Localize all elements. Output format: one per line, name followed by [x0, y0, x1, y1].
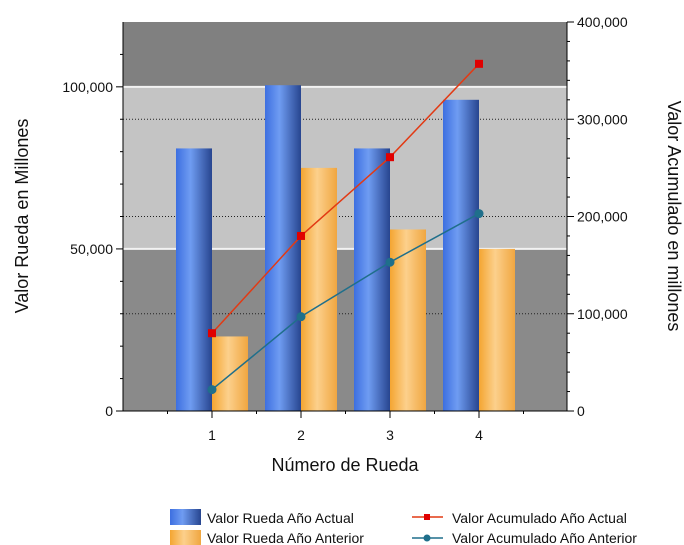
bar-s1-1 [212, 336, 248, 411]
right-tick-label-0: 0 [577, 403, 585, 419]
left-axis: 0 50,000 100,000 [62, 22, 124, 419]
x-axis-title: Número de Rueda [271, 455, 419, 475]
point-s1-1 [207, 385, 217, 395]
point-s0-1 [208, 329, 216, 338]
point-s0-4 [475, 59, 483, 68]
x-tick-label-4: 4 [475, 427, 483, 443]
legend-marker-cum-actual [424, 514, 430, 520]
y2-axis-title: Valor Acumulado en millones [664, 101, 684, 332]
legend: Valor Rueda Año Actual Valor Rueda Año A… [170, 509, 637, 545]
x-tick-label-2: 2 [297, 427, 305, 443]
point-s1-2 [296, 312, 306, 322]
legend-label-cum-actual: Valor Acumulado Año Actual [452, 510, 627, 526]
bar-s0-3 [354, 148, 390, 412]
right-tick-label-3: 300,000 [577, 111, 628, 127]
y-axis-title: Valor Rueda en Millones [12, 119, 32, 314]
line-series-0 [211, 63, 480, 334]
legend-marker-cum-previous [423, 534, 431, 542]
right-axis: 0 100,000 200,000 300,000 400,000 [566, 14, 628, 419]
point-s0-3 [386, 153, 394, 162]
x-axis: 1 2 3 4 [123, 410, 567, 443]
bar-s1-4 [479, 248, 515, 411]
bar-s0-1 [176, 148, 212, 412]
right-tick-label-1: 100,000 [577, 306, 628, 322]
left-tick-label-2: 100,000 [62, 79, 113, 95]
point-s0-2 [297, 231, 305, 240]
x-tick-label-3: 3 [386, 427, 394, 443]
bar-s1-3 [390, 229, 426, 411]
point-s1-3 [385, 257, 395, 267]
point-s1-4 [474, 209, 484, 219]
bar-s1-2 [301, 167, 337, 411]
plot-area [123, 22, 567, 412]
left-tick-label-0: 0 [105, 403, 113, 419]
bar-s0-2 [265, 85, 301, 412]
x-tick-label-1: 1 [208, 427, 216, 443]
legend-label-bar-previous: Valor Rueda Año Anterior [207, 530, 364, 545]
legend-swatch-bar-actual [170, 509, 201, 525]
legend-label-cum-previous: Valor Acumulado Año Anterior [452, 530, 637, 545]
right-tick-label-2: 200,000 [577, 209, 628, 225]
bar-s0-4 [443, 99, 479, 412]
left-tick-label-1: 50,000 [70, 241, 113, 257]
right-tick-label-4: 400,000 [577, 14, 628, 30]
line-series-1 [211, 212, 480, 391]
background-band-2 [123, 22, 567, 87]
legend-label-bar-actual: Valor Rueda Año Actual [207, 510, 354, 526]
legend-swatch-bar-previous [170, 530, 201, 545]
